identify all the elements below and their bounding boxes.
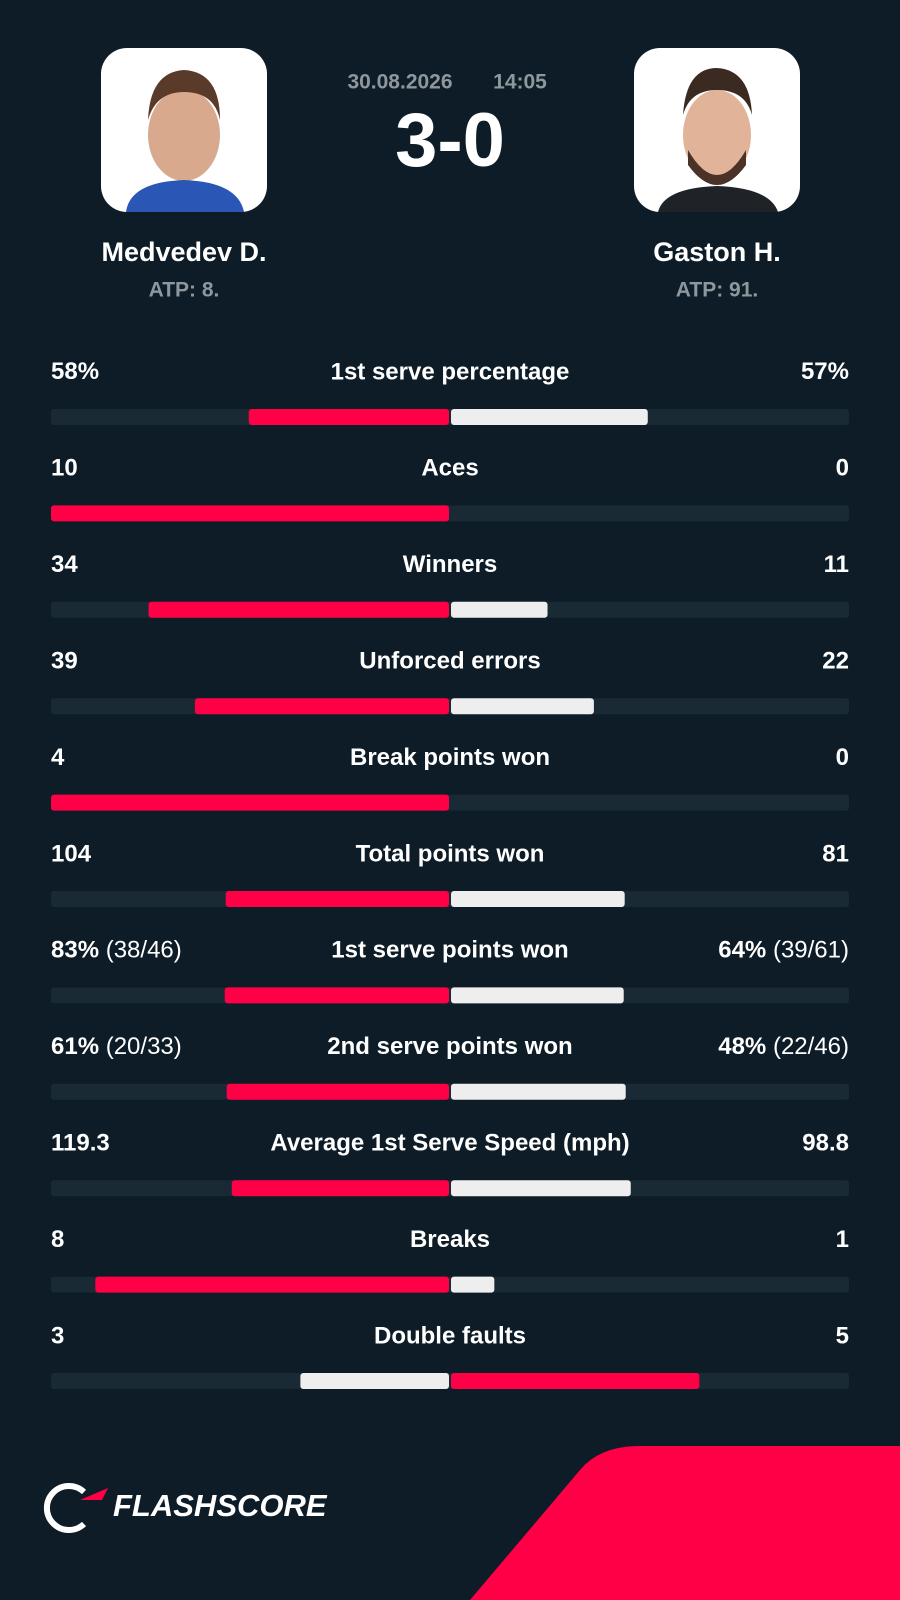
stat-label: 1st serve points won xyxy=(331,937,568,964)
home-value: 58% xyxy=(51,358,99,385)
stat-label: Break points won xyxy=(350,744,550,771)
home-value: 8 xyxy=(51,1226,64,1253)
value-detail: (39/61) xyxy=(766,937,849,964)
away-bar xyxy=(451,601,548,618)
stat-label: Average 1st Serve Speed (mph) xyxy=(270,1130,629,1157)
bar-track xyxy=(51,698,849,715)
stat-label: 2nd serve points won xyxy=(327,1033,572,1060)
bar-track xyxy=(51,409,849,425)
brand-logo xyxy=(43,1483,108,1533)
stat-label: Double faults xyxy=(374,1322,526,1349)
home-name: Medvedev D. xyxy=(101,237,266,267)
away-bar xyxy=(451,1083,626,1100)
away-bar xyxy=(451,1373,700,1389)
stat-label: Unforced errors xyxy=(359,648,540,675)
home-value: 104 xyxy=(51,840,92,867)
home-value: 83% (38/46) xyxy=(51,937,182,964)
home-bar xyxy=(148,601,450,618)
home-value: 39 xyxy=(51,648,78,675)
home-value: 3 xyxy=(51,1322,64,1349)
away-bar xyxy=(451,1180,631,1197)
away-value: 1 xyxy=(836,1226,849,1253)
home-bar xyxy=(248,409,449,425)
home-bar xyxy=(225,891,449,907)
away-value: 0 xyxy=(836,455,849,482)
stat-label: Winners xyxy=(403,551,497,578)
home-value: 119.3 xyxy=(51,1130,110,1157)
home-bar xyxy=(51,505,449,522)
away-value: 98.8 xyxy=(802,1130,849,1157)
away-bar xyxy=(451,891,625,907)
bar-track xyxy=(51,1083,849,1100)
value-label: 83% xyxy=(51,937,99,964)
stat-label: Breaks xyxy=(410,1226,490,1253)
away-bar xyxy=(451,698,594,715)
away-name: Gaston H. xyxy=(653,237,781,267)
away-value: 57% xyxy=(801,358,849,385)
away-value: 22 xyxy=(822,648,849,675)
away-photo xyxy=(634,48,800,212)
home-bar xyxy=(300,1373,449,1389)
home-bar xyxy=(51,794,449,811)
value-label: 58% xyxy=(51,358,99,385)
bar-track xyxy=(51,891,849,907)
value-detail: (22/46) xyxy=(766,1033,849,1060)
stat-label: Total points won xyxy=(356,840,545,867)
away-value: 11 xyxy=(824,551,849,578)
home-bar xyxy=(194,698,449,715)
match-date: 30.08.2026 xyxy=(347,71,452,94)
brand-name: FLASHSCORE xyxy=(113,1488,328,1523)
away-value: 5 xyxy=(836,1322,849,1349)
away-value: 81 xyxy=(822,840,849,867)
away-value: 48% (22/46) xyxy=(718,1033,849,1060)
footer-accent xyxy=(470,1446,900,1600)
bar-track xyxy=(51,987,849,1004)
match-time: 14:05 xyxy=(493,71,547,94)
away-bar xyxy=(451,1276,495,1293)
stat-label: Aces xyxy=(421,455,478,482)
away-bar xyxy=(451,409,648,425)
home-bar xyxy=(95,1276,449,1293)
value-label: 64% xyxy=(718,937,766,964)
home-value: 34 xyxy=(51,551,78,578)
home-photo xyxy=(101,48,267,212)
home-value: 10 xyxy=(51,455,78,482)
home-rank: ATP: 8. xyxy=(149,279,220,302)
value-label: 61% xyxy=(51,1033,99,1060)
home-bar xyxy=(231,1180,449,1197)
away-value: 0 xyxy=(836,744,849,771)
bar-track xyxy=(51,1373,849,1389)
home-bar xyxy=(224,987,449,1004)
stat-label: 1st serve percentage xyxy=(331,358,570,385)
value-label: 48% xyxy=(718,1033,766,1060)
stat-rows: 58% 1st serve percentage 57%10 Aces 034 Winne… xyxy=(51,358,849,1389)
home-value: 4 xyxy=(51,744,65,771)
value-detail: (38/46) xyxy=(99,937,182,964)
value-detail: (20/33) xyxy=(99,1033,182,1060)
score: 3-0 xyxy=(395,98,505,183)
away-bar xyxy=(451,987,624,1004)
bar-track xyxy=(51,1180,849,1197)
away-value: 64% (39/61) xyxy=(718,937,849,964)
value-label: 57% xyxy=(801,358,849,385)
away-rank: ATP: 91. xyxy=(676,279,758,302)
home-value: 61% (20/33) xyxy=(51,1033,182,1060)
home-bar xyxy=(226,1083,449,1100)
